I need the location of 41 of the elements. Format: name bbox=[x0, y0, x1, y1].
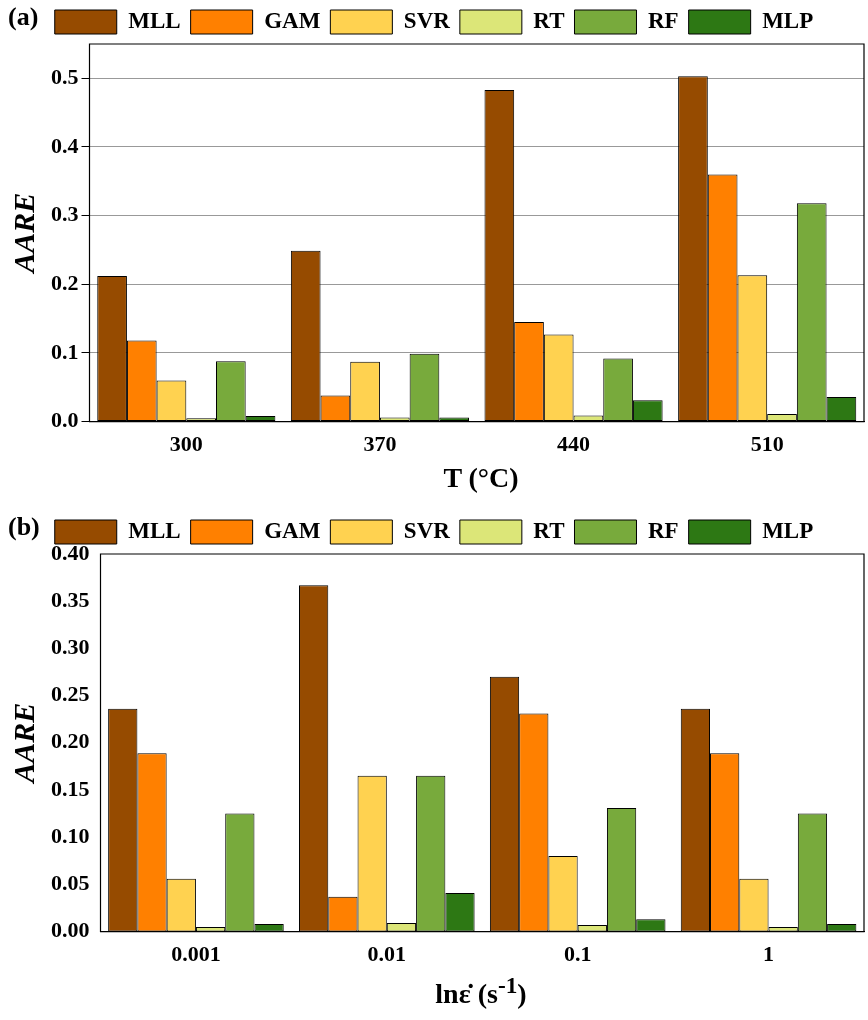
legend-label: SVR bbox=[403, 7, 451, 33]
chart-title: (b) bbox=[8, 512, 40, 542]
y-tick-label: 0.30 bbox=[51, 634, 90, 660]
y-tick-label: 0.25 bbox=[51, 681, 90, 707]
legend-label: GAM bbox=[264, 7, 321, 33]
legend-label: GAM bbox=[264, 517, 321, 543]
y-tick-label: 0.15 bbox=[51, 775, 90, 801]
y-tick-label: 0.1 bbox=[51, 338, 79, 364]
x-tick-label: 0.1 bbox=[563, 941, 592, 967]
x-tick-label: 300 bbox=[169, 431, 203, 457]
x-tick-label: 510 bbox=[750, 431, 784, 457]
legend-label: MLP bbox=[762, 7, 814, 33]
legend-label: MLP bbox=[762, 517, 814, 543]
y-tick-label: 0.4 bbox=[51, 132, 79, 158]
y-tick-label: 0.35 bbox=[51, 586, 90, 612]
x-tick-label: 440 bbox=[557, 431, 591, 457]
x-tick-label: 0.001 bbox=[171, 941, 221, 967]
y-tick-label: 0.05 bbox=[51, 870, 90, 896]
y-tick-label: 0.40 bbox=[51, 539, 90, 565]
y-axis-title: AARE bbox=[6, 702, 40, 785]
x-axis-title: T (°C) bbox=[442, 462, 520, 494]
legend-label: MLL bbox=[128, 7, 181, 33]
y-tick-label: 0.2 bbox=[51, 269, 79, 295]
y-axis-title: AARE bbox=[6, 192, 40, 275]
legend-label: RF bbox=[648, 7, 679, 33]
y-tick-label: 0.10 bbox=[51, 822, 90, 848]
x-tick-label: 370 bbox=[363, 431, 397, 457]
x-tick-label: 0.01 bbox=[367, 941, 407, 967]
x-axis-title: lnε̇ (s$^{-1}$) bbox=[434, 972, 528, 1011]
legend-label: RF bbox=[648, 517, 679, 543]
legend-label: RT bbox=[533, 7, 565, 33]
y-tick-label: 0.3 bbox=[51, 201, 79, 227]
y-tick-label: 0.0 bbox=[51, 407, 79, 433]
legend-label: MLL bbox=[128, 517, 181, 543]
legend-label: SVR bbox=[403, 517, 451, 543]
y-tick-label: 0.5 bbox=[51, 64, 79, 90]
y-tick-label: 0.00 bbox=[51, 917, 90, 943]
legend-label: RT bbox=[533, 517, 565, 543]
chart-title: (a) bbox=[8, 2, 39, 32]
y-tick-label: 0.20 bbox=[51, 728, 90, 754]
x-tick-label: 1 bbox=[763, 941, 775, 967]
